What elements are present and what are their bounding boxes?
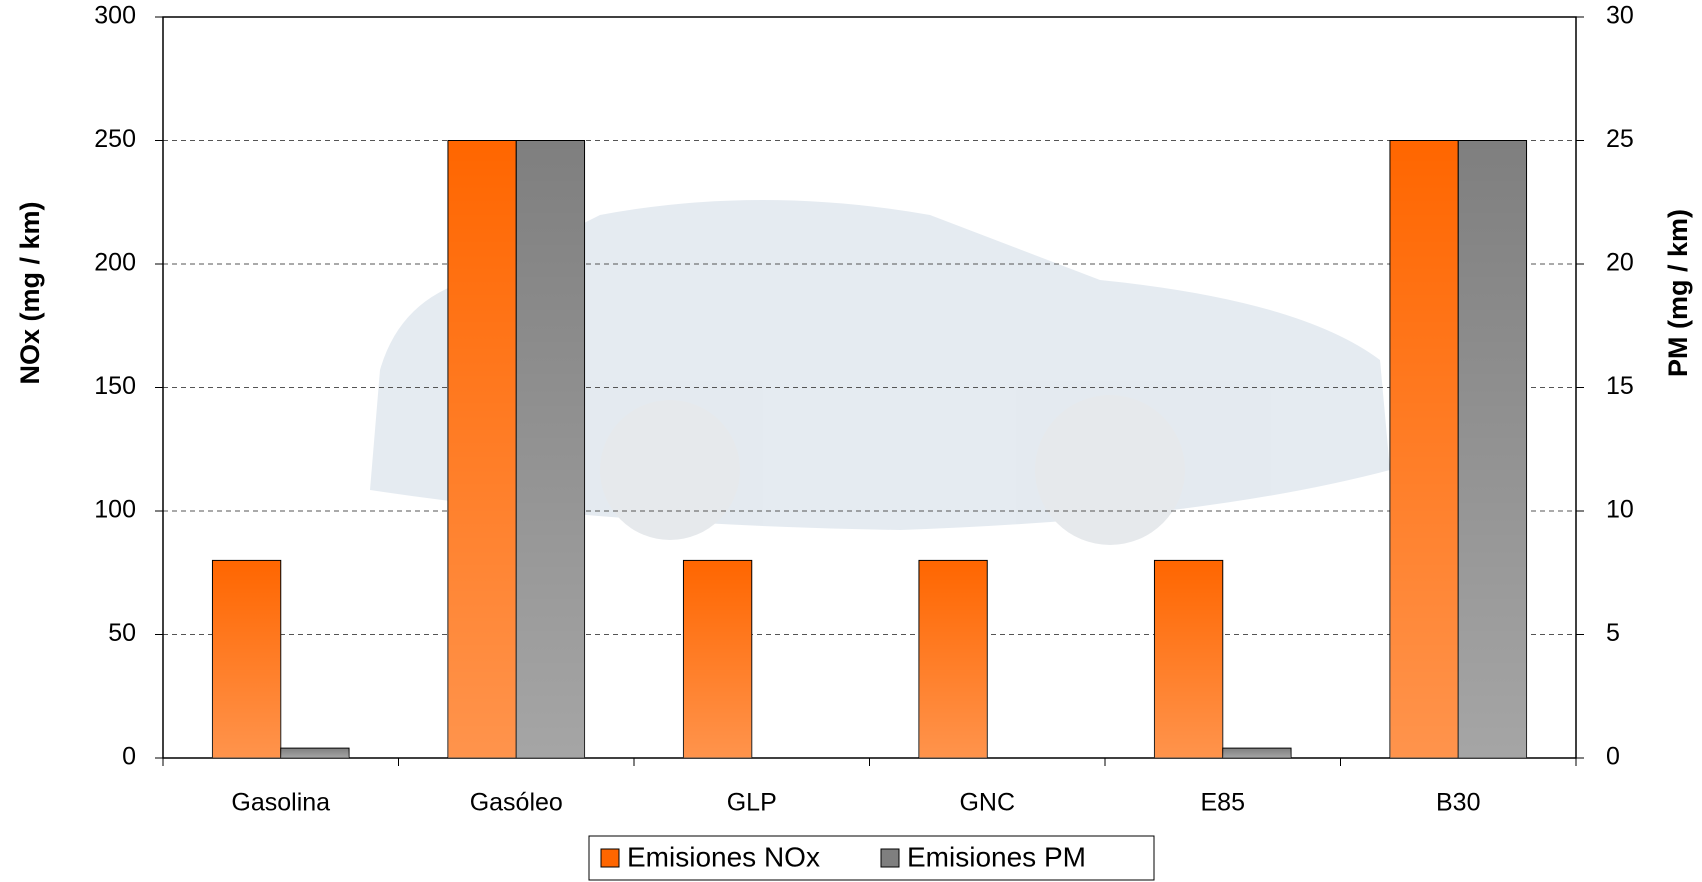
legend-frame: [588, 835, 1155, 881]
y-tick-label: 200: [94, 249, 136, 277]
legend-swatch: [880, 848, 900, 868]
y-tick-label: 300: [94, 2, 136, 30]
y2-tick-label: 5: [1606, 619, 1620, 647]
y-axis-title: NOx (mg / km): [15, 201, 45, 384]
y-tick-label: 250: [94, 125, 136, 153]
y2-tick-label: 10: [1606, 496, 1634, 524]
bar-shade: [447, 140, 517, 758]
y2-tick-label: 20: [1606, 249, 1634, 277]
y2-axis-title: PM (mg / km): [1663, 209, 1693, 377]
y2-tick-label: 15: [1606, 372, 1634, 400]
y-tick-label: 150: [94, 372, 136, 400]
legend-swatch: [600, 848, 620, 868]
y2-tick-label: 30: [1606, 2, 1634, 30]
bar-shade: [918, 560, 988, 758]
legend-label: Emisiones PM: [907, 841, 1086, 872]
bar-shade: [1154, 560, 1223, 758]
bar-shade: [1222, 748, 1292, 758]
x-tick-label: GNC: [959, 789, 1015, 817]
x-tick-label: B30: [1436, 789, 1480, 817]
bar-shade: [683, 560, 752, 758]
y2-tick-label: 25: [1606, 125, 1634, 153]
x-tick-label: Gasolina: [231, 789, 330, 817]
legend-label: Emisiones NOx: [627, 841, 820, 872]
y-tick-label: 0: [122, 743, 136, 771]
y-tick-label: 100: [94, 496, 136, 524]
bar-shade: [516, 140, 585, 758]
bar-shade: [212, 560, 281, 758]
bar-shade: [1389, 140, 1459, 758]
bar-shade: [1458, 140, 1527, 758]
x-tick-label: E85: [1201, 789, 1245, 817]
y2-tick-label: 0: [1606, 743, 1620, 771]
x-tick-label: Gasóleo: [470, 789, 563, 817]
bar-shade: [280, 748, 350, 758]
x-tick-label: GLP: [727, 789, 777, 817]
background-car: [370, 200, 1390, 545]
y-tick-label: 50: [108, 619, 136, 647]
